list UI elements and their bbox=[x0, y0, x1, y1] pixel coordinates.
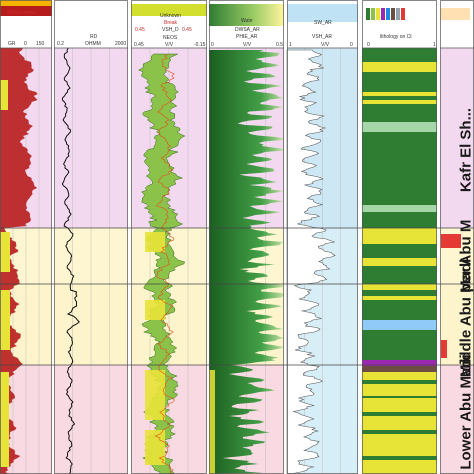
track3-red-curve bbox=[154, 53, 175, 474]
lithology-shale-streak bbox=[362, 380, 437, 384]
lithology-legend-swatch bbox=[376, 8, 380, 20]
track1-header-fill bbox=[0, 6, 52, 16]
zone-label-kafr-el-sheikh: Kafr El Sh... bbox=[457, 107, 474, 193]
lithology-legend-swatch bbox=[396, 8, 400, 20]
track4-sand-fill bbox=[209, 370, 215, 474]
track1-min: 0 bbox=[24, 41, 27, 47]
lithology-band bbox=[362, 122, 437, 132]
track3-title-middle: VSH_D bbox=[162, 27, 179, 33]
track6-title: lithology on Ct bbox=[380, 34, 412, 40]
resistivity-curve bbox=[61, 47, 80, 474]
track4-max: 0.5 bbox=[276, 42, 283, 48]
zone-header-band bbox=[440, 8, 470, 20]
gr-sand-fill bbox=[0, 232, 10, 272]
track3-header-band bbox=[131, 4, 207, 16]
lithology-band bbox=[362, 296, 437, 300]
track4-min: 0 bbox=[211, 42, 214, 48]
lithology-legend-swatch bbox=[401, 8, 405, 20]
track4-title-bottom: PHIE_AR bbox=[236, 34, 258, 40]
lithology-band bbox=[362, 62, 437, 72]
lithology-legend-swatch bbox=[366, 8, 370, 20]
track4-unit: V/V bbox=[243, 42, 252, 48]
lithology-band bbox=[362, 92, 437, 96]
gr-fill bbox=[0, 48, 38, 474]
lithology-band bbox=[362, 48, 437, 62]
track4-title-middle: DWSA_AR bbox=[235, 27, 260, 33]
lithology-band bbox=[362, 205, 437, 212]
track5-header-band bbox=[287, 4, 358, 22]
lithology-legend-swatch bbox=[391, 8, 395, 20]
track2-min: 0.2 bbox=[57, 41, 64, 47]
track5-title-top: SW_AR bbox=[314, 20, 332, 26]
lithology-band bbox=[362, 228, 437, 244]
gr-sand-fill bbox=[0, 80, 8, 110]
lithology-band bbox=[362, 360, 437, 366]
track3-low-value-1: 0.45 bbox=[135, 27, 145, 33]
track4-shale-fill bbox=[209, 50, 284, 474]
track1-max: 150 bbox=[36, 41, 45, 47]
track3-low-value-2: 0.45 bbox=[182, 27, 192, 33]
gr-sand-fill bbox=[0, 372, 9, 467]
zone-label-lower-abu-madi: Lower Abu Madi bbox=[457, 354, 474, 470]
lithology-shale-streak bbox=[362, 396, 437, 398]
track3-sand-fill bbox=[145, 430, 165, 465]
zone-flag bbox=[441, 234, 461, 248]
track2-unit: OHMM bbox=[85, 41, 101, 47]
lithology-shale-streak bbox=[362, 412, 437, 416]
track3-sand-fill bbox=[145, 300, 165, 320]
zone-column-background bbox=[440, 48, 474, 228]
track3-title-red: Break bbox=[164, 20, 178, 26]
lithology-band bbox=[362, 258, 437, 266]
lithology-band bbox=[362, 366, 437, 372]
track5-min: 1 bbox=[289, 42, 292, 48]
track2-max: 2000 bbox=[115, 41, 127, 47]
track1-header-band bbox=[0, 0, 52, 6]
track3-min: 0.45 bbox=[134, 42, 144, 48]
lithology-band bbox=[362, 284, 437, 290]
lithology-legend-swatch bbox=[371, 8, 375, 20]
track3-sand-fill bbox=[145, 370, 165, 420]
lithology-legend-swatch bbox=[381, 8, 385, 20]
lithology-band bbox=[362, 320, 437, 330]
zone-column-background bbox=[440, 365, 474, 474]
track3-sand-fill bbox=[145, 232, 165, 252]
track3-unit: V/V bbox=[165, 42, 174, 48]
track2-curve-name: RD bbox=[90, 34, 98, 40]
lithology-shale-streak bbox=[362, 456, 437, 460]
lithology-band bbox=[362, 100, 437, 104]
track1-curve-name: GR bbox=[8, 41, 16, 47]
lithology-shale-streak bbox=[362, 430, 437, 434]
lithology-legend-swatch bbox=[386, 8, 390, 20]
track5-saturation-fill bbox=[286, 49, 336, 474]
track3-title-bottom: NEOS bbox=[163, 35, 178, 41]
track3-max: -0.15 bbox=[194, 42, 206, 48]
track6-min: 0 bbox=[367, 42, 370, 48]
track5-unit: V/V bbox=[321, 42, 330, 48]
track4-title-top: Wate bbox=[241, 18, 253, 24]
track6-max: 1 bbox=[433, 42, 436, 48]
track5-max: 0 bbox=[350, 42, 353, 48]
zone-flag bbox=[441, 340, 447, 358]
track3-title-top: Unknown bbox=[160, 13, 181, 19]
gr-sand-fill bbox=[0, 290, 10, 350]
track1-title: GR/Baseline bbox=[6, 10, 36, 16]
track5-title-bottom: VSH_AR bbox=[312, 34, 333, 40]
track4-header-band bbox=[209, 4, 284, 26]
